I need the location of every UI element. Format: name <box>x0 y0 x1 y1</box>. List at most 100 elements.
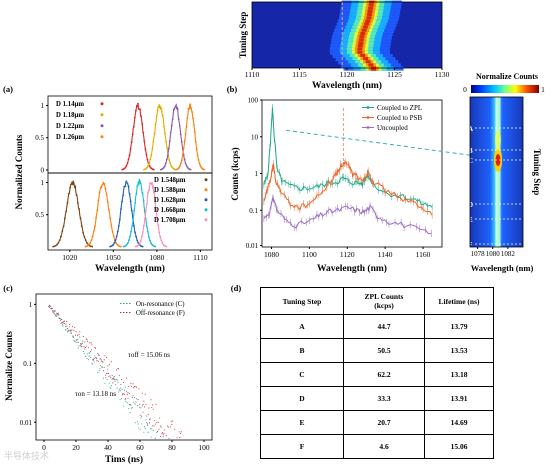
c-point <box>105 377 107 379</box>
c-point <box>94 355 96 357</box>
c-point <box>135 401 137 403</box>
c-point <box>97 360 100 362</box>
legend-marker <box>204 198 208 202</box>
legend-label: D 1.588μm <box>154 187 186 194</box>
c-point <box>66 321 68 323</box>
right-heatmap-frame <box>469 96 524 248</box>
x-tick-label: 0 <box>42 443 46 452</box>
c-point <box>146 422 148 424</box>
c-point <box>137 399 139 401</box>
c-point <box>64 329 66 331</box>
x-tick-label: 1130 <box>435 70 450 79</box>
c-point <box>81 346 83 348</box>
c-point <box>162 432 164 434</box>
top-heatmap-band <box>358 41 364 46</box>
c-point <box>96 360 98 362</box>
a-curve <box>121 103 154 171</box>
x-tick-label: 60 <box>136 443 144 452</box>
x-tick-label: 1125 <box>387 70 402 79</box>
c-point <box>104 382 106 384</box>
c-point <box>116 387 118 389</box>
c-point <box>100 359 102 361</box>
c-point <box>90 356 92 358</box>
top-heatmap-band <box>358 38 364 43</box>
top-heatmap-band <box>357 50 363 55</box>
c-point <box>106 378 108 381</box>
c-point <box>55 314 57 316</box>
c-point <box>108 364 110 366</box>
c-point <box>130 382 132 384</box>
panel-b-label: (b) <box>227 84 238 94</box>
c-point <box>139 414 141 416</box>
c-point <box>126 401 128 404</box>
legend-label: Coupled to PSB <box>377 114 422 122</box>
c-point <box>95 358 97 360</box>
c-point <box>144 426 146 428</box>
c-point <box>132 395 134 397</box>
x-tick-label: 1080 <box>264 250 279 259</box>
table-row: B 50.5 13.53 <box>260 338 494 363</box>
c-point <box>76 341 78 344</box>
c-point <box>159 425 161 427</box>
c-point <box>164 429 166 431</box>
c-point <box>133 397 136 399</box>
c-point <box>99 358 101 360</box>
c-point <box>172 420 174 422</box>
c-point <box>128 385 130 387</box>
right-hotspot-upper <box>495 130 502 150</box>
x-tick-label: 1100 <box>302 250 317 259</box>
col-header: Lifetime (ns) <box>424 287 494 315</box>
y-tick-label: 1 <box>41 102 45 110</box>
b-ylabel: Counts (kcps) <box>230 147 240 200</box>
c-point <box>90 350 92 353</box>
cell: 15.06 <box>424 434 494 459</box>
c-point <box>91 363 93 365</box>
x-tick-label: 1110 <box>193 253 208 262</box>
top-heatmap-band <box>369 0 375 5</box>
c-point <box>126 390 128 392</box>
c-point <box>64 325 66 327</box>
c-point <box>127 397 129 399</box>
c-point <box>144 406 146 408</box>
c-point <box>84 346 87 348</box>
c-frame <box>35 293 213 441</box>
c-point <box>82 335 84 337</box>
c-point <box>133 387 135 389</box>
c-point <box>87 359 89 361</box>
c-point <box>76 339 78 341</box>
c-point <box>151 428 153 430</box>
c-point <box>98 370 100 372</box>
cell: 20.7 <box>343 410 425 435</box>
x-tick-label: 1140 <box>378 250 393 259</box>
c-point <box>149 428 151 430</box>
c-point <box>61 324 64 326</box>
c-point <box>82 340 84 342</box>
b-series-line <box>263 161 433 216</box>
c-point <box>59 317 61 319</box>
c-point <box>69 330 71 332</box>
c-point <box>138 388 140 390</box>
c-point <box>170 421 172 423</box>
c-point <box>97 371 99 373</box>
top-heatmap-band <box>368 63 374 68</box>
c-point <box>154 423 156 425</box>
table-row: F 4.6 15.06 <box>260 434 494 459</box>
c-point <box>134 422 136 424</box>
c-point <box>79 331 81 333</box>
c-point <box>146 423 148 425</box>
c-point <box>89 342 91 344</box>
step-label: A <box>468 125 473 133</box>
c-point <box>129 403 131 405</box>
right-ylabel: Tuning Step <box>532 149 542 195</box>
c-point <box>82 342 84 344</box>
c-point <box>108 372 110 374</box>
c-point <box>146 424 148 426</box>
c-point <box>142 403 144 405</box>
c-point <box>49 305 51 307</box>
x-tick-label: 1020 <box>62 253 77 262</box>
c-point <box>67 330 69 332</box>
y-tick-label: 0.5 <box>35 134 44 142</box>
c-point <box>87 340 89 343</box>
a-curve <box>123 178 156 248</box>
c-point <box>145 419 147 421</box>
